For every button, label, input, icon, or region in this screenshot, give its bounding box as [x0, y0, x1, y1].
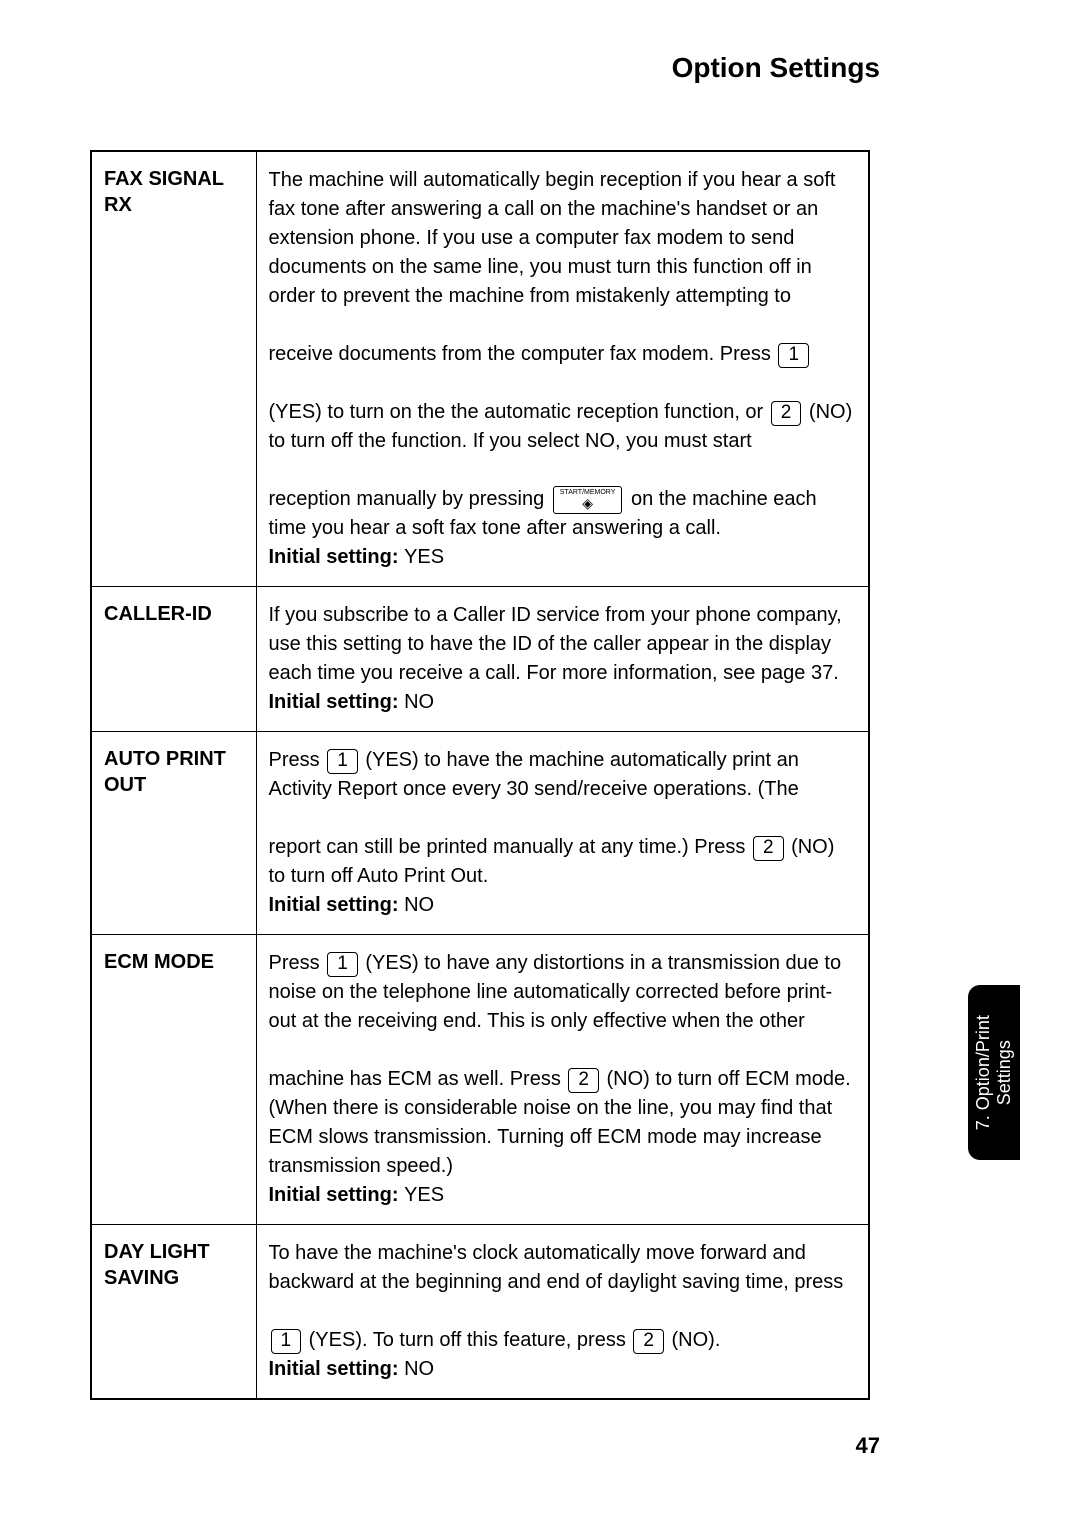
text: reception manually by pressing [269, 488, 550, 510]
setting-label-daylight: DAY LIGHT SAVING [91, 1225, 256, 1400]
setting-label-fax-signal: FAX SIGNAL RX [91, 151, 256, 587]
key-2-icon: 2 [771, 401, 802, 426]
initial-setting-value: NO [404, 1358, 434, 1380]
initial-setting-label: Initial setting: [269, 1358, 405, 1380]
initial-setting-label: Initial setting: [269, 894, 405, 916]
text: If you subscribe to a Caller ID service … [269, 604, 842, 684]
setting-label-auto-print: AUTO PRINT OUT [91, 732, 256, 935]
setting-desc-ecm: Press 1 (YES) to have any distortions in… [256, 935, 869, 1225]
text: (YES). To turn off this feature, press [303, 1329, 631, 1351]
key-1-icon: 1 [778, 343, 809, 368]
table-row: ECM MODE Press 1 (YES) to have any disto… [91, 935, 869, 1225]
key-2-icon: 2 [753, 836, 784, 861]
initial-setting-value: YES [404, 546, 444, 568]
text: (YES) to turn on the the automatic recep… [269, 401, 769, 423]
option-settings-table: FAX SIGNAL RX The machine will automatic… [90, 150, 870, 1400]
text: report can still be printed manually at … [269, 836, 751, 858]
initial-setting-label: Initial setting: [269, 1184, 405, 1206]
initial-setting-value: NO [404, 691, 434, 713]
page-number: 47 [856, 1433, 880, 1459]
side-tab: 7. Option/PrintSettings [968, 985, 1020, 1160]
table-row: DAY LIGHT SAVING To have the machine's c… [91, 1225, 869, 1400]
text: (NO). [666, 1329, 720, 1351]
setting-desc-daylight: To have the machine's clock automaticall… [256, 1225, 869, 1400]
initial-setting-label: Initial setting: [269, 546, 405, 568]
start-memory-key-icon: START/MEMORY◈ [553, 486, 623, 514]
table-row: CALLER-ID If you subscribe to a Caller I… [91, 587, 869, 732]
table-row: AUTO PRINT OUT Press 1 (YES) to have the… [91, 732, 869, 935]
setting-label-ecm: ECM MODE [91, 935, 256, 1225]
table-row: FAX SIGNAL RX The machine will automatic… [91, 151, 869, 587]
initial-setting-label: Initial setting: [269, 691, 405, 713]
key-1-icon: 1 [327, 952, 358, 977]
initial-setting-value: YES [404, 1184, 444, 1206]
key-2-icon: 2 [568, 1068, 599, 1093]
setting-desc-caller-id: If you subscribe to a Caller ID service … [256, 587, 869, 732]
text: machine has ECM as well. Press [269, 1068, 567, 1090]
text: Press [269, 952, 326, 974]
key-2-icon: 2 [633, 1329, 664, 1354]
text: The machine will automatically begin rec… [269, 169, 836, 307]
page-title: Option Settings [672, 52, 880, 84]
key-1-icon: 1 [327, 749, 358, 774]
text: Press [269, 749, 326, 771]
setting-label-caller-id: CALLER-ID [91, 587, 256, 732]
setting-desc-fax-signal: The machine will automatically begin rec… [256, 151, 869, 587]
side-tab-text: 7. Option/PrintSettings [973, 1015, 1014, 1130]
setting-desc-auto-print: Press 1 (YES) to have the machine automa… [256, 732, 869, 935]
text: To have the machine's clock automaticall… [269, 1242, 844, 1293]
initial-setting-value: NO [404, 894, 434, 916]
text: receive documents from the computer fax … [269, 343, 777, 365]
key-1-icon: 1 [271, 1329, 302, 1354]
